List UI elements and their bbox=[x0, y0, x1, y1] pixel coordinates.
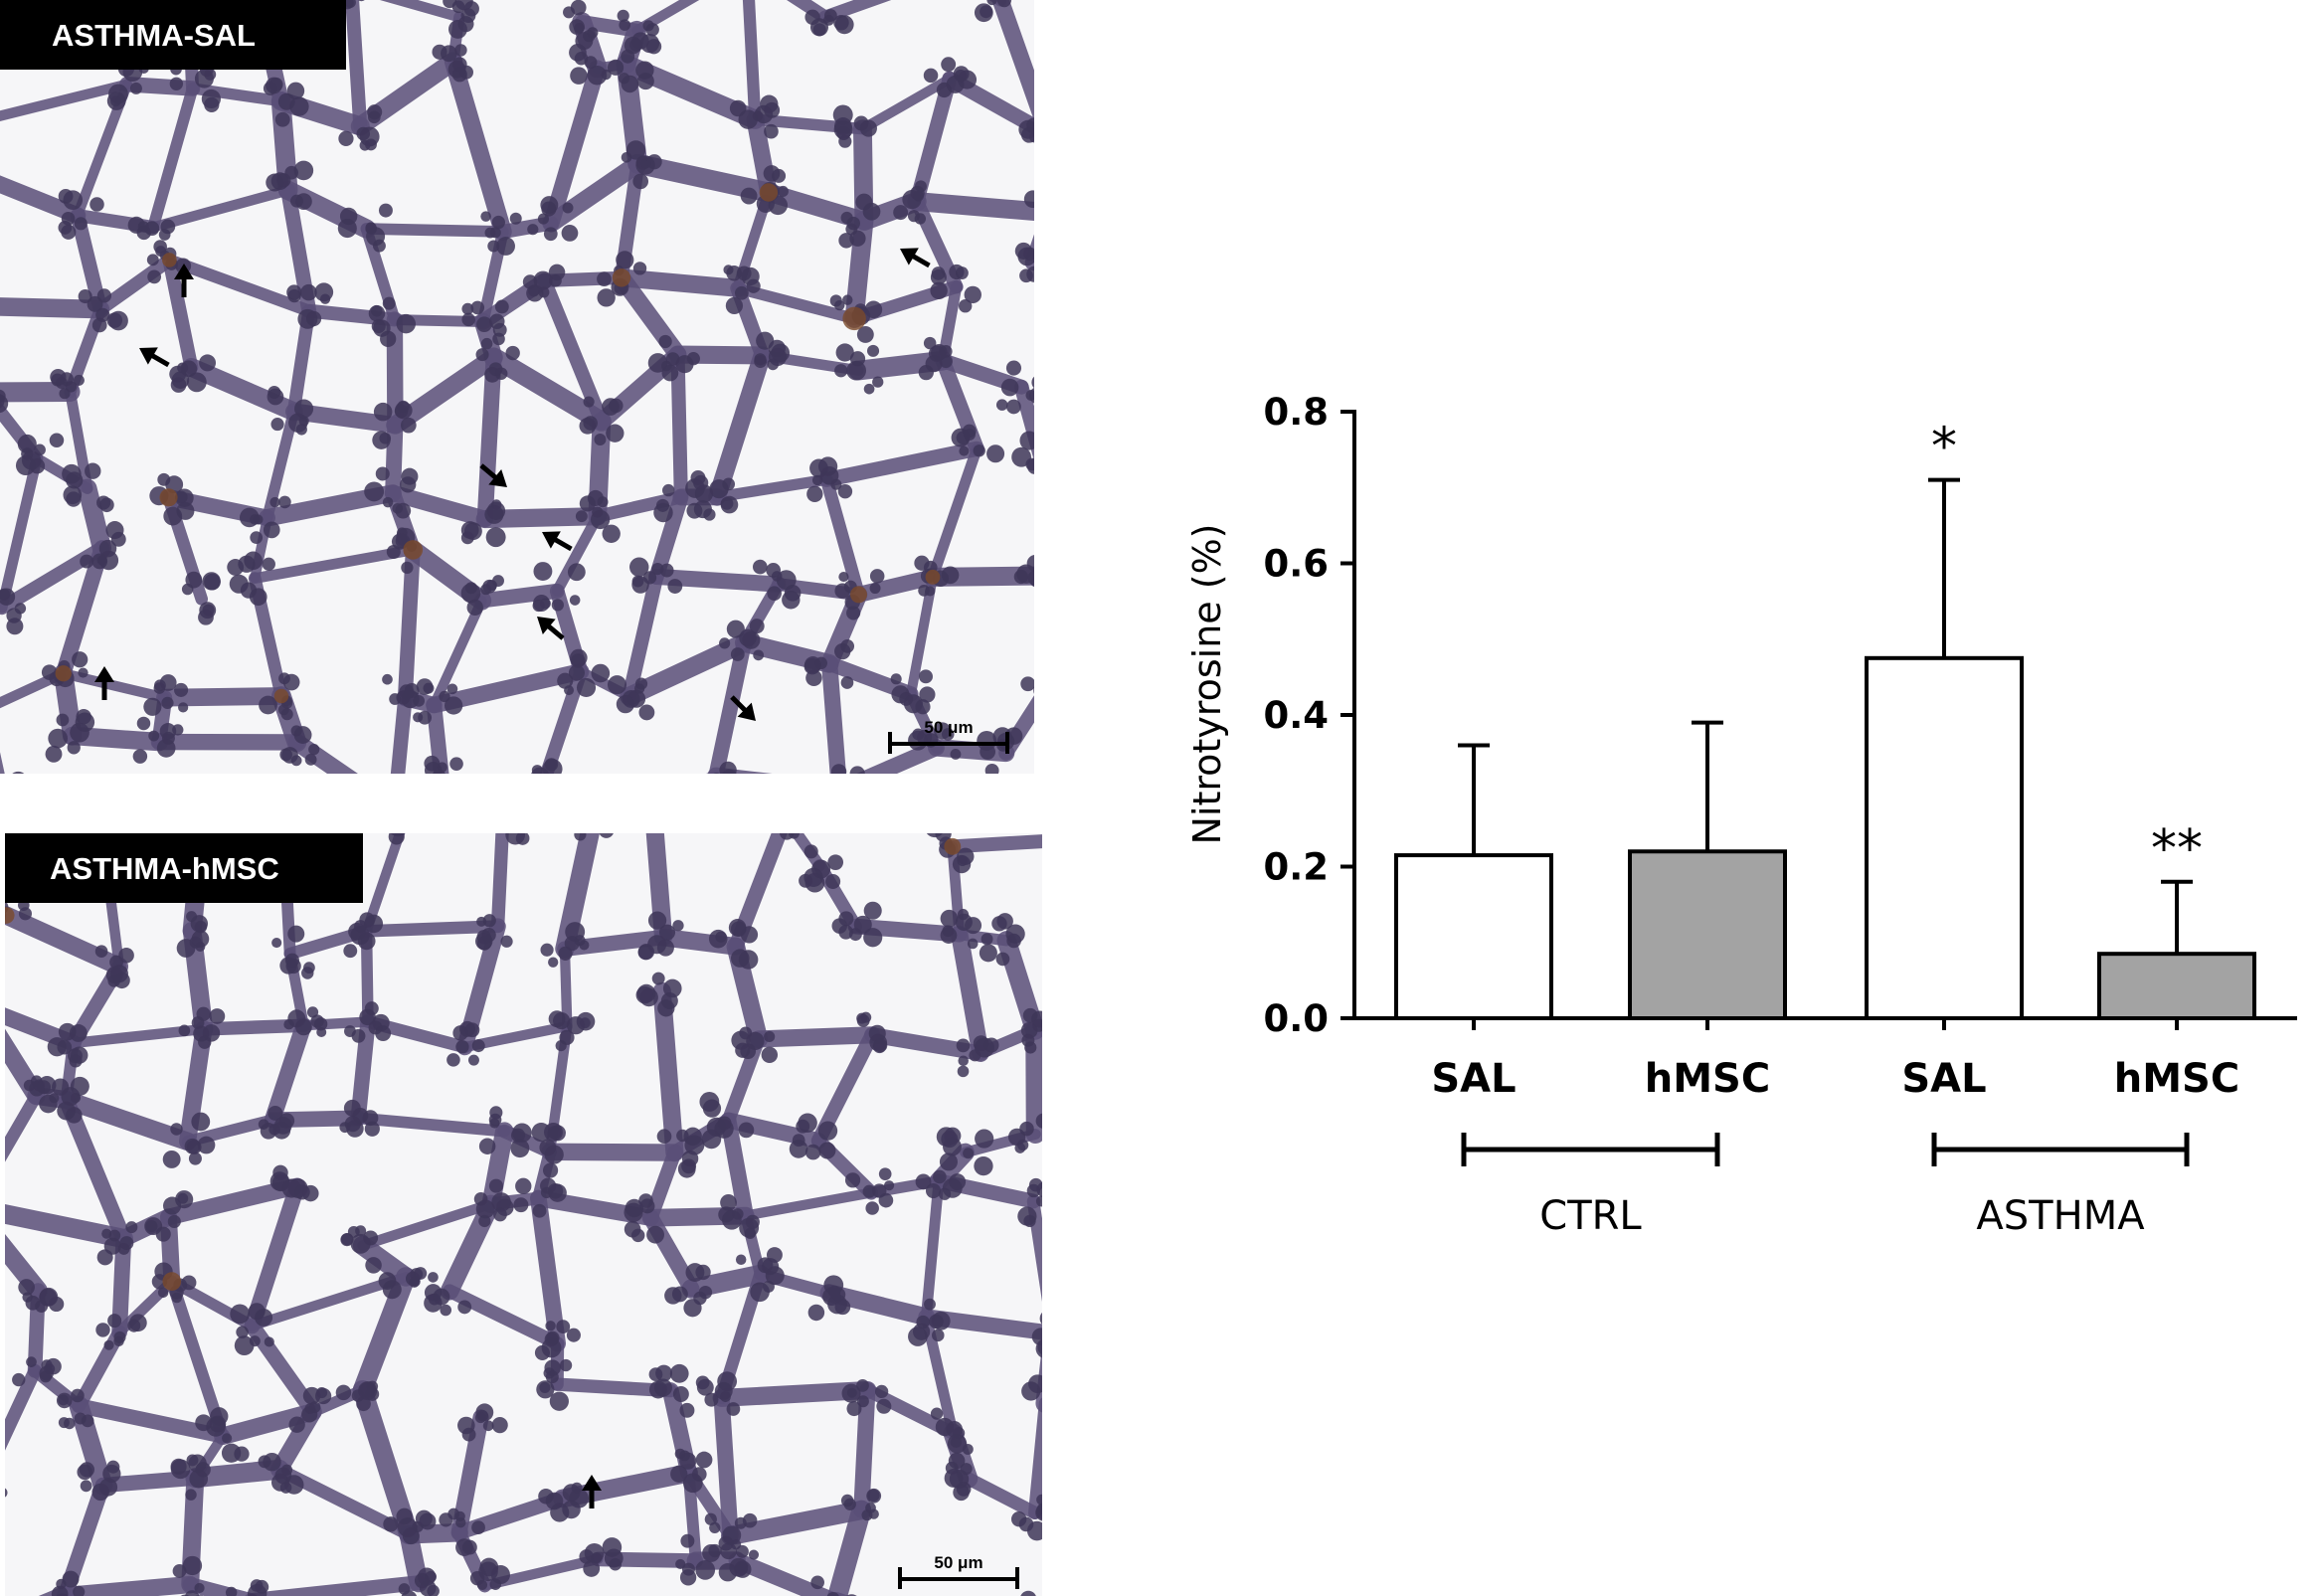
panel-label: ASTHMA-SAL bbox=[0, 0, 346, 70]
nitrotyrosine-stain bbox=[5, 837, 962, 1291]
x-tick-label: SAL bbox=[1901, 1056, 1986, 1102]
significance-marker: * bbox=[1931, 418, 1957, 477]
scale-bar-label: 50 μm bbox=[924, 718, 974, 737]
scale-bar-label: 50 μm bbox=[934, 1553, 983, 1572]
group-label: ASTHMA bbox=[1976, 1193, 2145, 1239]
significance-marker: ** bbox=[2151, 819, 2203, 879]
stain-arrow-icon bbox=[94, 666, 114, 700]
group-label: CTRL bbox=[1539, 1193, 1642, 1239]
stain-arrow-icon bbox=[542, 531, 573, 552]
stain-arrow-icon bbox=[900, 248, 931, 268]
stain-arrow-icon bbox=[582, 1475, 602, 1508]
bar-1 bbox=[1628, 849, 1787, 1020]
x-tick-label: SAL bbox=[1431, 1056, 1516, 1102]
cell-nuclei bbox=[5, 833, 1042, 1596]
y-tick-label: 0.4 bbox=[1263, 694, 1329, 737]
x-tick-label: hMSC bbox=[2114, 1056, 2239, 1102]
bar-3 bbox=[2097, 952, 2256, 1020]
y-tick-label: 0.2 bbox=[1263, 846, 1329, 889]
lung-tissue-image bbox=[0, 0, 1034, 774]
group-brackets: CTRL ASTHMA bbox=[1461, 1133, 2190, 1239]
y-axis-label: Nitrotyrosine (%) bbox=[1185, 524, 1229, 845]
cell-nuclei bbox=[0, 0, 1034, 774]
scale-bar: 50 μm bbox=[888, 718, 1009, 754]
x-tick-label: hMSC bbox=[1645, 1056, 1770, 1102]
y-tick-label: 0.0 bbox=[1263, 997, 1329, 1040]
bar-2 bbox=[1865, 655, 2024, 1020]
stain-arrow-icon bbox=[139, 347, 170, 368]
micrograph-asthma-hmsc: ASTHMA-hMSC 50 μm bbox=[5, 833, 1042, 1596]
y-tick-label: 0.6 bbox=[1263, 543, 1329, 586]
panel-label: ASTHMA-hMSC bbox=[5, 833, 363, 903]
micrograph-asthma-sal: ASTHMA-SAL 50 μm bbox=[0, 0, 1034, 774]
nitrotyrosine-bar-chart: Nitrotyrosine (%) 0.0 0.2 0.4 0.6 0.8 SAL hMS… bbox=[1185, 391, 2297, 1239]
lung-tissue-image bbox=[5, 833, 1042, 1596]
stain-arrow-icon bbox=[730, 695, 756, 721]
nitrotyrosine-stain bbox=[55, 183, 941, 704]
stain-arrow-icon bbox=[479, 463, 507, 487]
bar-0 bbox=[1394, 853, 1553, 1020]
stain-arrow-icon bbox=[537, 617, 565, 640]
y-tick-label: 0.8 bbox=[1263, 391, 1329, 434]
stain-arrow-icon bbox=[174, 264, 194, 297]
bars: SAL hMSC SAL * hMSC ** bbox=[1394, 418, 2256, 1102]
scale-bar: 50 μm bbox=[898, 1553, 1019, 1589]
